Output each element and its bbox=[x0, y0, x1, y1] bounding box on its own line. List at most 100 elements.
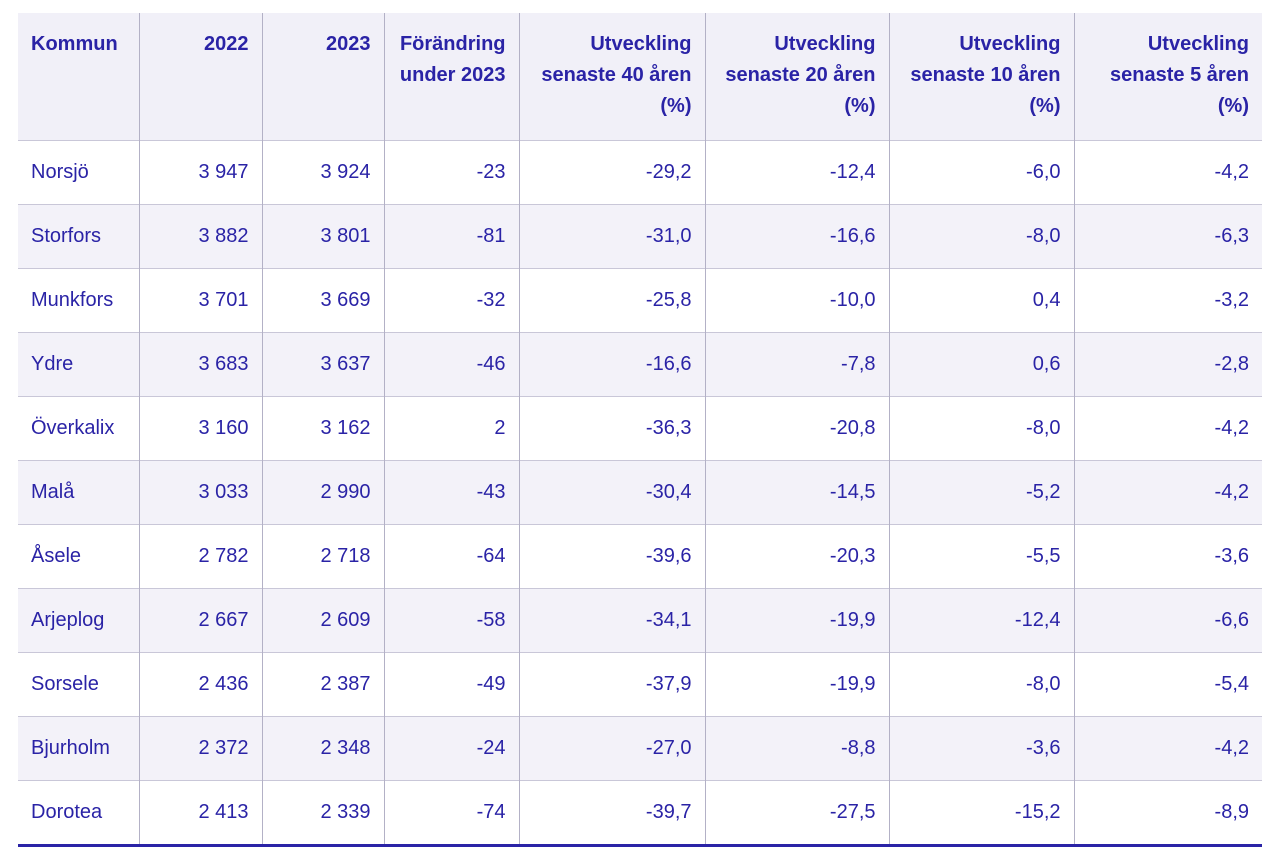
value-2023-cell: 2 348 bbox=[261, 716, 384, 781]
value-2022-cell: 2 372 bbox=[138, 716, 262, 781]
kommun-cell: Ydre bbox=[18, 332, 139, 397]
kommun-cell: Sorsele bbox=[18, 652, 139, 717]
kommun-cell: Munkfors bbox=[18, 268, 139, 333]
forandring-cell: -64 bbox=[383, 524, 519, 589]
forandring-cell: -23 bbox=[383, 140, 519, 205]
kommun-cell: Storfors bbox=[18, 204, 139, 269]
utveckling-5-cell: -5,4 bbox=[1073, 652, 1262, 717]
utveckling-40-cell: -31,0 bbox=[518, 204, 705, 269]
value-2022-cell: 3 033 bbox=[138, 460, 262, 525]
forandring-cell: -24 bbox=[383, 716, 519, 781]
value-2023-cell: 3 924 bbox=[261, 140, 384, 205]
utveckling-5-cell: -6,3 bbox=[1073, 204, 1262, 269]
value-2023-cell: 3 162 bbox=[261, 396, 384, 461]
table-row: Munkfors 3 701 3 669 -32 -25,8 -10,0 0,4 -3,2 bbox=[18, 268, 1262, 333]
utveckling-40-cell: -30,4 bbox=[518, 460, 705, 525]
value-2022-cell: 3 701 bbox=[138, 268, 262, 333]
value-2022-cell: 3 882 bbox=[138, 204, 262, 269]
kommun-cell: Åsele bbox=[18, 524, 139, 589]
table-row: Ydre 3 683 3 637 -46 -16,6 -7,8 0,6 -2,8 bbox=[18, 332, 1262, 397]
value-2022-cell: 3 947 bbox=[138, 140, 262, 205]
value-2023-cell: 2 339 bbox=[261, 780, 384, 846]
header-utveckling-5-ar: Utveckling senaste 5 åren (%) bbox=[1073, 13, 1262, 141]
utveckling-20-cell: -14,5 bbox=[704, 460, 889, 525]
value-2022-cell: 2 436 bbox=[138, 652, 262, 717]
utveckling-40-cell: -16,6 bbox=[518, 332, 705, 397]
table-row: Arjeplog 2 667 2 609 -58 -34,1 -19,9 -12,4 -6,6 bbox=[18, 588, 1262, 653]
value-2022-cell: 3 160 bbox=[138, 396, 262, 461]
forandring-cell: -81 bbox=[383, 204, 519, 269]
utveckling-40-cell: -37,9 bbox=[518, 652, 705, 717]
value-2023-cell: 2 718 bbox=[261, 524, 384, 589]
utveckling-20-cell: -7,8 bbox=[704, 332, 889, 397]
forandring-cell: -74 bbox=[383, 780, 519, 846]
forandring-cell: -49 bbox=[383, 652, 519, 717]
utveckling-40-cell: -36,3 bbox=[518, 396, 705, 461]
utveckling-20-cell: -19,9 bbox=[704, 652, 889, 717]
utveckling-10-cell: -5,2 bbox=[888, 460, 1074, 525]
utveckling-40-cell: -29,2 bbox=[518, 140, 705, 205]
utveckling-10-cell: -6,0 bbox=[888, 140, 1074, 205]
table-row: Malå 3 033 2 990 -43 -30,4 -14,5 -5,2 -4,2 bbox=[18, 460, 1262, 525]
table-header: Kommun 2022 2023 Förändring under 2023 U… bbox=[18, 13, 1262, 141]
value-2022-cell: 2 413 bbox=[138, 780, 262, 846]
municipality-population-table: Kommun 2022 2023 Förändring under 2023 U… bbox=[18, 13, 1262, 847]
utveckling-10-cell: -8,0 bbox=[888, 396, 1074, 461]
kommun-cell: Norsjö bbox=[18, 140, 139, 205]
utveckling-5-cell: -4,2 bbox=[1073, 716, 1262, 781]
table-row: Storfors 3 882 3 801 -81 -31,0 -16,6 -8,0 -6,3 bbox=[18, 204, 1262, 269]
utveckling-40-cell: -34,1 bbox=[518, 588, 705, 653]
utveckling-20-cell: -19,9 bbox=[704, 588, 889, 653]
utveckling-10-cell: 0,4 bbox=[888, 268, 1074, 333]
header-utveckling-20-ar: Utveckling senaste 20 åren (%) bbox=[704, 13, 889, 141]
table-body: Norsjö 3 947 3 924 -23 -29,2 -12,4 -6,0 -4,2 Sto… bbox=[18, 140, 1262, 846]
value-2023-cell: 2 387 bbox=[261, 652, 384, 717]
header-forandring-2023: Förändring under 2023 bbox=[383, 13, 519, 141]
forandring-cell: -32 bbox=[383, 268, 519, 333]
utveckling-10-cell: -12,4 bbox=[888, 588, 1074, 653]
forandring-cell: -46 bbox=[383, 332, 519, 397]
value-2023-cell: 3 637 bbox=[261, 332, 384, 397]
utveckling-10-cell: -15,2 bbox=[888, 780, 1074, 846]
value-2022-cell: 2 782 bbox=[138, 524, 262, 589]
forandring-cell: -58 bbox=[383, 588, 519, 653]
kommun-cell: Malå bbox=[18, 460, 139, 525]
utveckling-5-cell: -4,2 bbox=[1073, 460, 1262, 525]
header-kommun: Kommun bbox=[18, 13, 139, 141]
utveckling-10-cell: -5,5 bbox=[888, 524, 1074, 589]
table-row: Överkalix 3 160 3 162 2 -36,3 -20,8 -8,0 -4,2 bbox=[18, 396, 1262, 461]
utveckling-20-cell: -20,8 bbox=[704, 396, 889, 461]
utveckling-40-cell: -25,8 bbox=[518, 268, 705, 333]
utveckling-5-cell: -4,2 bbox=[1073, 140, 1262, 205]
table-row: Bjurholm 2 372 2 348 -24 -27,0 -8,8 -3,6 -4,2 bbox=[18, 716, 1262, 781]
header-2023: 2023 bbox=[261, 13, 384, 141]
table-row: Dorotea 2 413 2 339 -74 -39,7 -27,5 -15,2 -8,9 bbox=[18, 780, 1262, 846]
value-2022-cell: 2 667 bbox=[138, 588, 262, 653]
data-table: Kommun 2022 2023 Förändring under 2023 U… bbox=[18, 13, 1262, 847]
header-2022: 2022 bbox=[138, 13, 262, 141]
utveckling-10-cell: -8,0 bbox=[888, 204, 1074, 269]
value-2023-cell: 2 609 bbox=[261, 588, 384, 653]
utveckling-5-cell: -8,9 bbox=[1073, 780, 1262, 846]
utveckling-20-cell: -27,5 bbox=[704, 780, 889, 846]
utveckling-20-cell: -16,6 bbox=[704, 204, 889, 269]
utveckling-20-cell: -10,0 bbox=[704, 268, 889, 333]
header-row: Kommun 2022 2023 Förändring under 2023 U… bbox=[18, 13, 1262, 141]
kommun-cell: Bjurholm bbox=[18, 716, 139, 781]
utveckling-5-cell: -3,2 bbox=[1073, 268, 1262, 333]
table-row: Sorsele 2 436 2 387 -49 -37,9 -19,9 -8,0 -5,4 bbox=[18, 652, 1262, 717]
utveckling-5-cell: -2,8 bbox=[1073, 332, 1262, 397]
utveckling-20-cell: -20,3 bbox=[704, 524, 889, 589]
kommun-cell: Dorotea bbox=[18, 780, 139, 846]
utveckling-5-cell: -3,6 bbox=[1073, 524, 1262, 589]
utveckling-10-cell: -8,0 bbox=[888, 652, 1074, 717]
value-2023-cell: 2 990 bbox=[261, 460, 384, 525]
utveckling-20-cell: -8,8 bbox=[704, 716, 889, 781]
value-2023-cell: 3 669 bbox=[261, 268, 384, 333]
utveckling-10-cell: -3,6 bbox=[888, 716, 1074, 781]
utveckling-40-cell: -39,7 bbox=[518, 780, 705, 846]
utveckling-20-cell: -12,4 bbox=[704, 140, 889, 205]
header-utveckling-10-ar: Utveckling senaste 10 åren (%) bbox=[888, 13, 1074, 141]
forandring-cell: -43 bbox=[383, 460, 519, 525]
utveckling-40-cell: -27,0 bbox=[518, 716, 705, 781]
